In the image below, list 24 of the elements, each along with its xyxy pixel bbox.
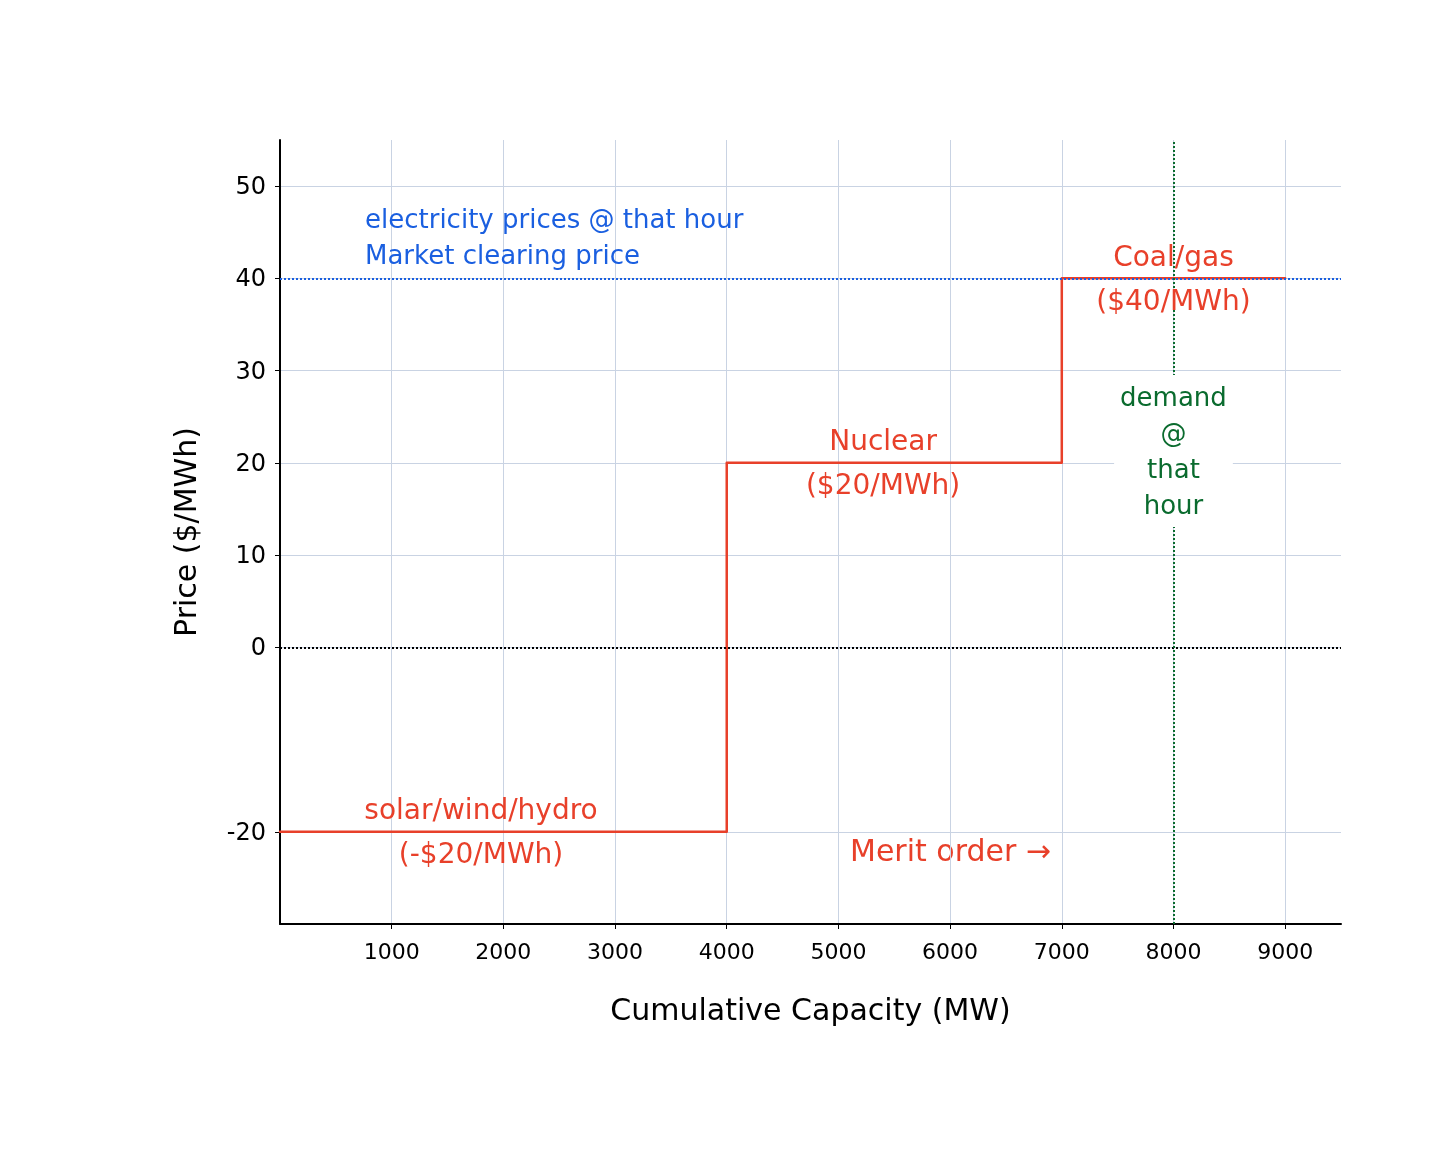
x-tick-label: 1000 xyxy=(363,938,420,964)
x-tick-label: 7000 xyxy=(1033,938,1090,964)
y-tick-label: 30 xyxy=(235,356,266,385)
annotation: Nuclear ($20/MWh) xyxy=(805,424,961,502)
y-axis-title: Price ($/MWh) xyxy=(167,427,203,637)
annotation: Merit order → xyxy=(850,832,1051,868)
x-tick-label: 2000 xyxy=(475,938,532,964)
y-tick-label: -20 xyxy=(226,817,266,846)
ref-line-label: demand @ that hour xyxy=(1120,382,1227,520)
x-tick-label: 3000 xyxy=(587,938,644,964)
y-tick-label: 40 xyxy=(235,264,266,293)
x-tick-label: 8000 xyxy=(1145,938,1202,964)
x-tick-label: 4000 xyxy=(698,938,755,964)
y-tick-label: 10 xyxy=(235,541,266,570)
x-tick-label: 6000 xyxy=(922,938,979,964)
y-tick-label: 0 xyxy=(250,633,266,662)
y-tick-label: 20 xyxy=(235,448,266,477)
x-axis-title: Cumulative Capacity (MW) xyxy=(610,991,1011,1027)
annotation: solar/wind/hydro (-$20/MWh) xyxy=(364,793,598,871)
y-tick-label: 50 xyxy=(235,172,266,201)
x-tick-label: 9000 xyxy=(1257,938,1314,964)
annotation: Coal/gas ($40/MWh) xyxy=(1096,239,1251,317)
x-tick-label: 5000 xyxy=(810,938,867,964)
ref-line-label: electricity prices @ that hour Market clearing price xyxy=(365,204,744,271)
